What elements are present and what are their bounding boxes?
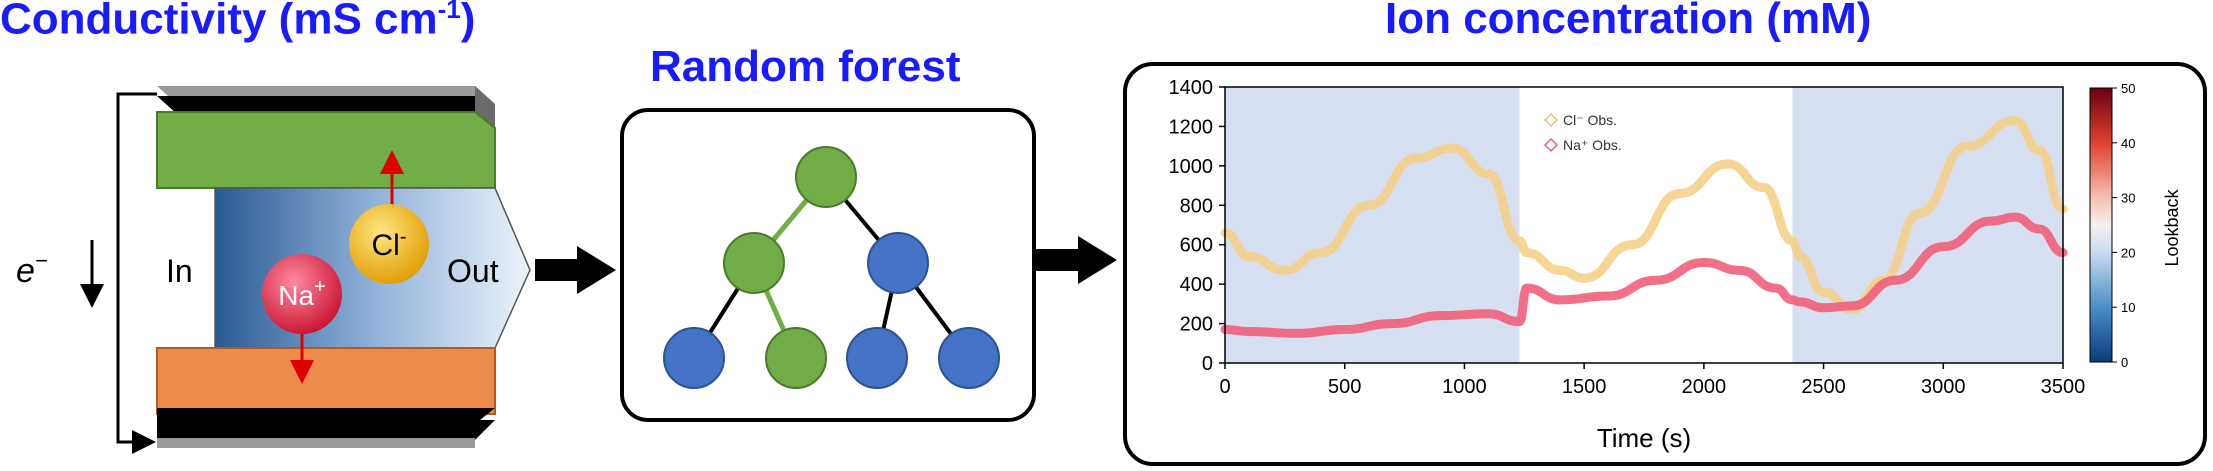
series-line-na (1220, 212, 2068, 338)
ion-chart: 0 500 1000 1500 2000 2500 3000 3500 02004006008… (1169, 77, 2183, 453)
y-tick-label: 0 (1202, 353, 1213, 375)
conductivity-heading: Conductivity (mS cm-1) (0, 0, 475, 45)
na-ion-label: Na+ (278, 276, 325, 311)
legend-label-na: Na⁺ Obs. (1563, 137, 1622, 153)
tree-node (846, 327, 908, 389)
orange-plate (156, 347, 496, 415)
random-forest-heading: Random forest (650, 42, 961, 91)
colorbar-tick-label: 10 (2121, 300, 2135, 315)
series-line-cl (1220, 116, 2068, 315)
tree-node (938, 327, 1000, 389)
x-tick-label: 0 (1219, 376, 1230, 398)
legend-marker-na (1543, 137, 1559, 153)
y-tick-label: 400 (1180, 274, 1213, 296)
x-tick-label: 2500 (1801, 376, 1846, 398)
tree-node (765, 327, 827, 389)
y-tick-label: 1400 (1169, 77, 1214, 99)
x-tick-label: 2000 (1682, 376, 1727, 398)
y-tick-label: 200 (1180, 314, 1213, 336)
forest-box (620, 108, 1036, 422)
ion-concentration-heading: Ion concentration (mM) (1385, 0, 1872, 43)
y-tick-label: 1200 (1169, 116, 1214, 138)
y-tick-label: 1000 (1169, 156, 1214, 178)
conductivity-heading-close: ) (460, 0, 476, 44)
colorbar-tick-label: 30 (2121, 191, 2135, 206)
bottom-plate-black-2 (157, 420, 495, 440)
cl-ion-label: Cl- (371, 226, 406, 262)
legend-marker-cl (1543, 112, 1559, 128)
bottom-plate-grey (157, 438, 475, 448)
colorbar-label: Lookback (2162, 188, 2182, 266)
tree-node (663, 327, 725, 389)
x-tick-label: 1000 (1442, 376, 1487, 398)
colorbar-tick-label: 0 (2121, 355, 2128, 370)
conductivity-heading-sup: -1 (437, 0, 461, 24)
na-ion (262, 254, 342, 334)
cl-ion (349, 204, 429, 284)
colorbar (2089, 87, 2113, 363)
circuit-wire (116, 92, 157, 454)
x-tick-label: 3500 (2041, 376, 2086, 398)
conductivity-heading-text: Conductivity (mS cm (0, 0, 438, 44)
arrow-2 (1036, 236, 1117, 284)
colorbar-tick-label: 20 (2121, 245, 2135, 260)
y-tick-label: 600 (1180, 235, 1213, 257)
tree-node (723, 232, 785, 294)
shaded-region (1792, 87, 2063, 363)
top-plate-black (157, 96, 495, 114)
arrow-1 (535, 246, 616, 294)
green-plate (156, 111, 496, 189)
electron-label: e− (16, 248, 48, 290)
random-forest-diagram (620, 108, 1036, 422)
x-tick-label: 500 (1328, 376, 1361, 398)
legend: Cl⁻ Obs. Na⁺ Obs. (1543, 112, 1622, 153)
in-label: In (166, 253, 193, 289)
y-tick-label: 800 (1180, 195, 1213, 217)
cell-diagram: e− In Out Cl- Na+ (16, 86, 531, 454)
x-tick-label: 1500 (1562, 376, 1607, 398)
colorbar-tick-label: 50 (2121, 81, 2135, 96)
tree-node (867, 232, 929, 294)
colorbar-tick-label: 40 (2121, 136, 2135, 151)
tree-node-root (795, 146, 857, 208)
x-axis-label: Time (s) (1597, 423, 1691, 453)
plot-frame (1224, 86, 2064, 364)
legend-label-cl: Cl⁻ Obs. (1563, 112, 1617, 128)
x-tick-label: 3000 (1921, 376, 1966, 398)
out-label: Out (447, 253, 499, 289)
